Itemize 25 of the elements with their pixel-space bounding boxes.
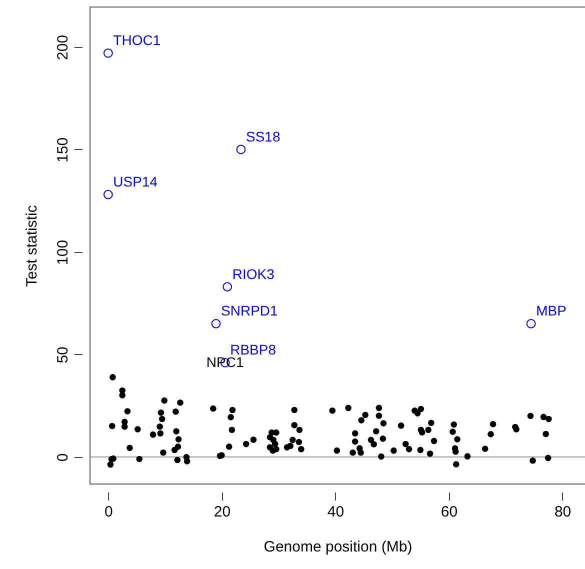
- point: [211, 319, 221, 328]
- y-tick-label: 100: [54, 240, 72, 265]
- data-label: MBP: [536, 302, 566, 319]
- point: [236, 144, 246, 154]
- x-tick-label: 80: [554, 504, 572, 520]
- point: [526, 319, 536, 328]
- x-tick-label: 60: [440, 504, 458, 520]
- data-label: USP14: [113, 174, 158, 190]
- y-axis-title: Test statistic: [24, 204, 40, 287]
- data-label: SNRPD1: [221, 302, 278, 319]
- data-label: SS18: [246, 128, 280, 144]
- point: [222, 282, 232, 292]
- y-tick-label: 0: [54, 453, 72, 462]
- y-tick-label: 200: [54, 34, 72, 60]
- y-tick-label: 50: [54, 346, 72, 364]
- data-label: THOC1: [113, 32, 161, 48]
- x-axis-title: Genome position (Mb): [264, 538, 412, 556]
- x-tick-label: 40: [327, 504, 344, 520]
- data-label: RIOK3: [232, 266, 275, 282]
- point: [103, 48, 113, 58]
- point: [103, 190, 113, 200]
- x-tick-label: 0: [104, 504, 113, 520]
- data-label: RBBP8: [230, 342, 276, 358]
- y-tick-label: 150: [54, 137, 72, 162]
- x-tick-label: 20: [214, 504, 231, 520]
